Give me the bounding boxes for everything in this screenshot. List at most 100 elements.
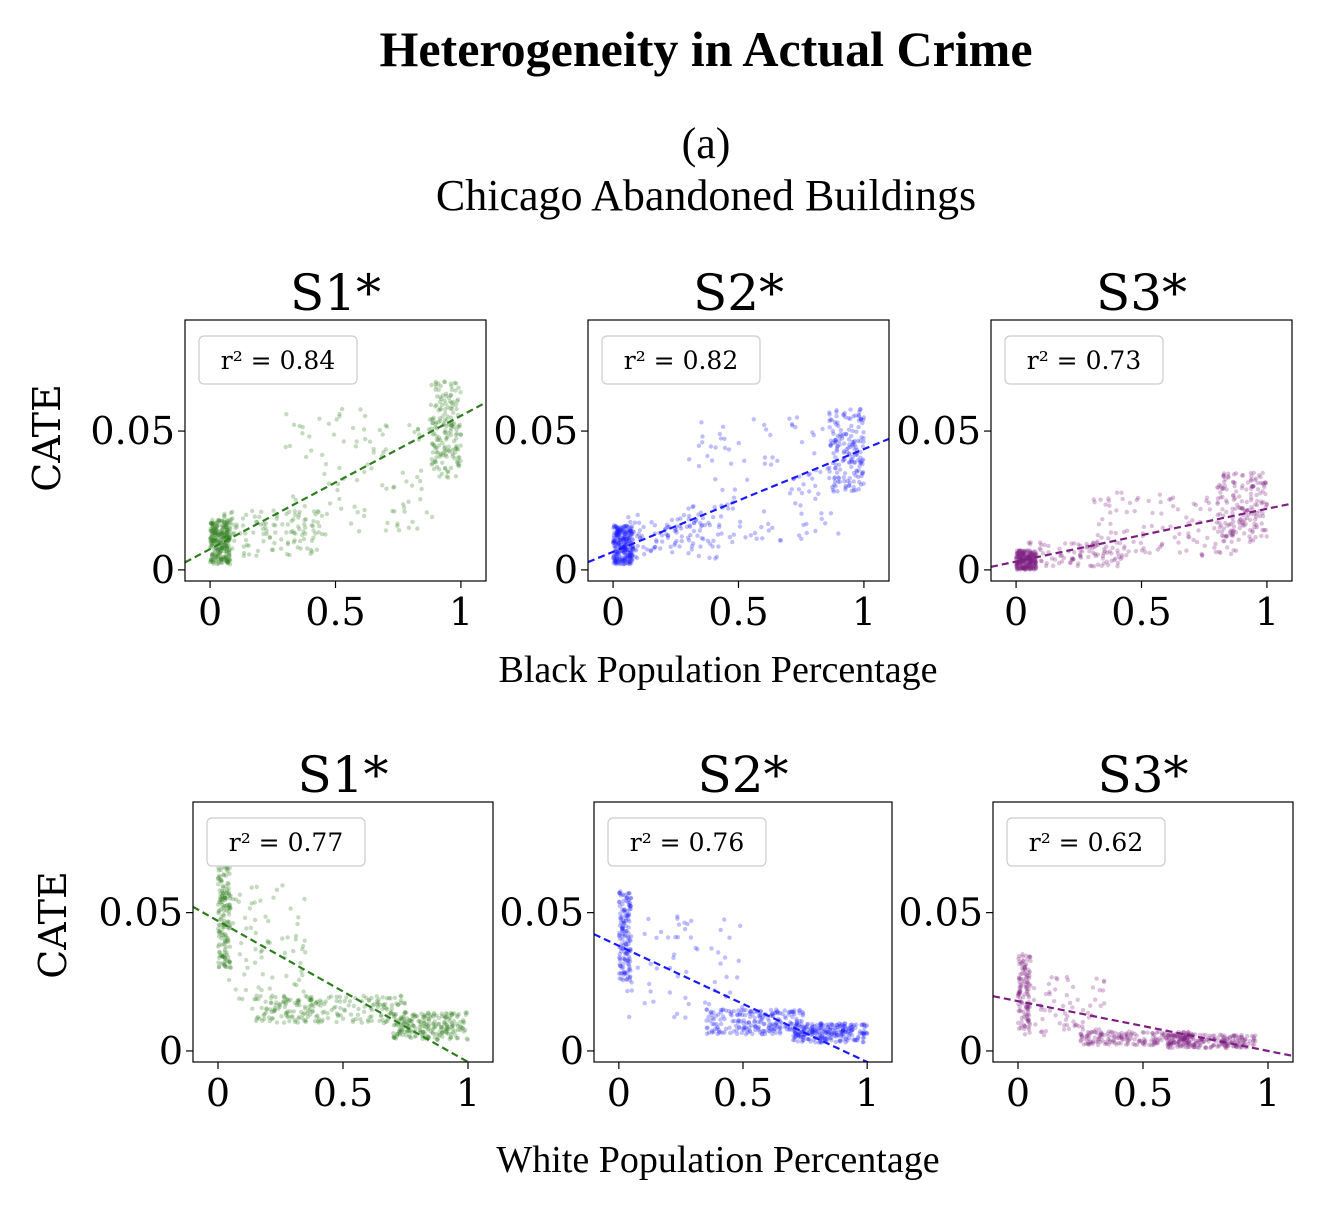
data-point: [252, 997, 257, 1002]
data-point: [618, 958, 623, 963]
data-point: [1143, 549, 1148, 555]
data-point: [1161, 1032, 1166, 1037]
data-point: [1101, 979, 1107, 985]
data-point: [619, 976, 624, 981]
data-point: [625, 938, 631, 944]
data-point: [1073, 1022, 1078, 1027]
data-point: [818, 1023, 824, 1028]
data-point: [402, 1000, 407, 1005]
data-point: [834, 470, 840, 475]
data-point: [626, 954, 631, 959]
data-point: [284, 412, 289, 417]
data-point: [1177, 1044, 1183, 1049]
data-point: [217, 519, 222, 524]
data-point: [1226, 1043, 1231, 1049]
data-point: [1141, 546, 1146, 551]
data-point: [835, 444, 840, 449]
data-point: [629, 524, 635, 529]
data-point: [857, 1029, 863, 1034]
data-point: [1150, 1031, 1155, 1036]
data-point: [1152, 1039, 1157, 1045]
data-point: [436, 419, 441, 425]
data-point: [1216, 485, 1221, 490]
data-point: [219, 953, 224, 959]
data-point: [860, 458, 865, 463]
data-point: [622, 949, 627, 955]
data-point: [433, 404, 438, 409]
data-point: [1240, 519, 1246, 525]
data-point: [267, 535, 273, 540]
data-point: [222, 947, 228, 952]
data-point: [1217, 520, 1222, 525]
data-point: [621, 549, 626, 555]
data-point: [646, 916, 651, 922]
data-point: [1033, 549, 1038, 555]
data-point: [722, 436, 727, 441]
data-point: [1025, 973, 1030, 978]
data-point: [625, 891, 630, 896]
data-point: [303, 950, 308, 955]
data-point: [400, 1027, 405, 1032]
data-point: [1059, 559, 1065, 564]
data-point: [612, 558, 617, 563]
data-point: [1076, 561, 1081, 566]
data-point: [859, 1030, 864, 1036]
data-point: [215, 538, 220, 544]
data-point: [654, 539, 659, 544]
data-point: [216, 922, 222, 927]
data-point: [451, 1011, 457, 1016]
data-point: [221, 913, 227, 918]
data-point: [1259, 521, 1264, 526]
data-point: [849, 1028, 854, 1033]
data-point: [361, 427, 367, 432]
data-point: [1219, 1042, 1225, 1047]
data-point: [221, 932, 226, 938]
data-point: [219, 894, 224, 900]
data-point: [211, 523, 216, 529]
data-point: [222, 533, 227, 538]
data-point: [831, 451, 836, 456]
data-point: [1206, 500, 1212, 505]
data-point: [624, 547, 629, 552]
data-point: [847, 1035, 852, 1041]
data-point: [211, 537, 216, 542]
data-point: [269, 1000, 274, 1006]
data-point: [1014, 563, 1019, 569]
data-point: [440, 1034, 445, 1039]
data-point: [1068, 560, 1073, 566]
data-point: [627, 907, 632, 912]
data-point: [1022, 1024, 1028, 1029]
data-point: [714, 1022, 719, 1027]
data-point: [214, 523, 220, 528]
data-point: [684, 524, 690, 529]
data-point: [626, 524, 631, 529]
data-point: [751, 417, 756, 422]
data-point: [213, 554, 219, 560]
data-point: [832, 475, 838, 480]
data-point: [1023, 982, 1029, 988]
data-point: [617, 531, 622, 537]
data-point: [1028, 561, 1033, 566]
data-point: [314, 1014, 319, 1019]
data-point: [628, 903, 634, 909]
data-point: [1150, 1030, 1155, 1036]
data-point: [741, 1021, 746, 1026]
data-point: [1093, 1039, 1099, 1045]
data-point: [1219, 1033, 1224, 1038]
data-point: [1040, 551, 1046, 556]
data-point: [226, 543, 231, 549]
data-point: [716, 524, 722, 530]
data-point: [620, 549, 626, 554]
data-point: [210, 524, 215, 530]
data-point: [1024, 1005, 1029, 1010]
data-point: [810, 1029, 815, 1035]
data-point: [222, 546, 228, 551]
x-tick-label: 0: [601, 590, 625, 634]
data-point: [413, 1013, 418, 1019]
data-point: [844, 447, 849, 452]
data-point: [265, 938, 270, 944]
data-point: [222, 953, 227, 959]
data-point: [1085, 1010, 1091, 1016]
data-point: [1040, 1029, 1045, 1034]
data-point: [1016, 1001, 1021, 1007]
